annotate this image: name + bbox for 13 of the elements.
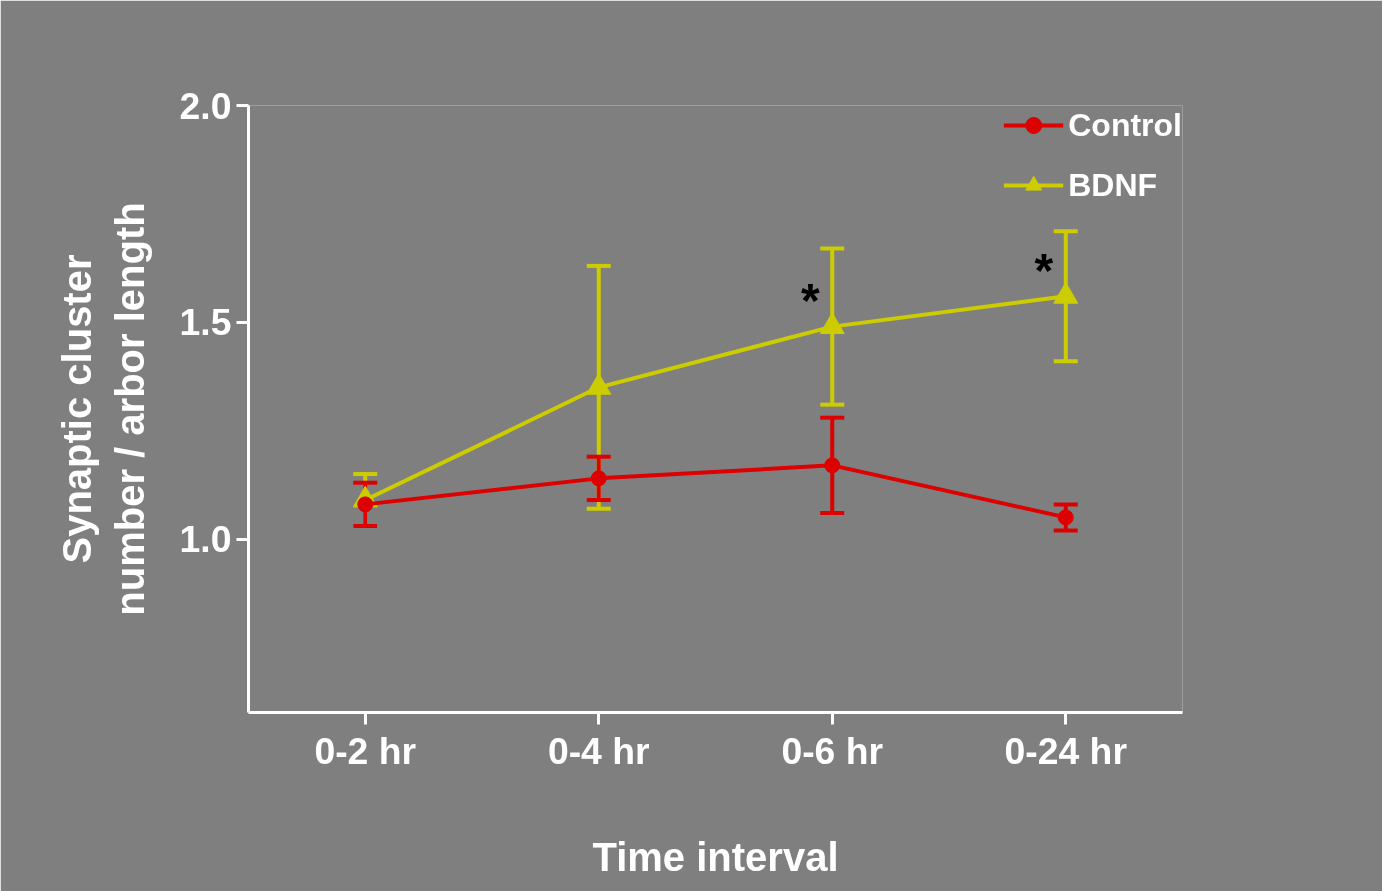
- y-tick-label: 1.0: [179, 518, 232, 561]
- annotation: *: [1034, 243, 1054, 297]
- y-tick-label: 2.0: [179, 84, 232, 127]
- y-axis-title: Synaptic cluster number / arbor length: [54, 202, 152, 616]
- legend-label: Control: [1068, 106, 1182, 144]
- annotation: *: [800, 274, 820, 328]
- x-tick-label: 0-6 hr: [781, 729, 884, 772]
- x-tick-label: 0-4 hr: [547, 729, 650, 772]
- x-axis-title: Time interval: [592, 834, 839, 879]
- legend-label: BDNF: [1068, 166, 1158, 204]
- x-tick-label: 0-2 hr: [314, 729, 417, 772]
- x-tick-label: 0-24 hr: [1004, 729, 1127, 772]
- y-tick-label: 1.5: [179, 301, 232, 344]
